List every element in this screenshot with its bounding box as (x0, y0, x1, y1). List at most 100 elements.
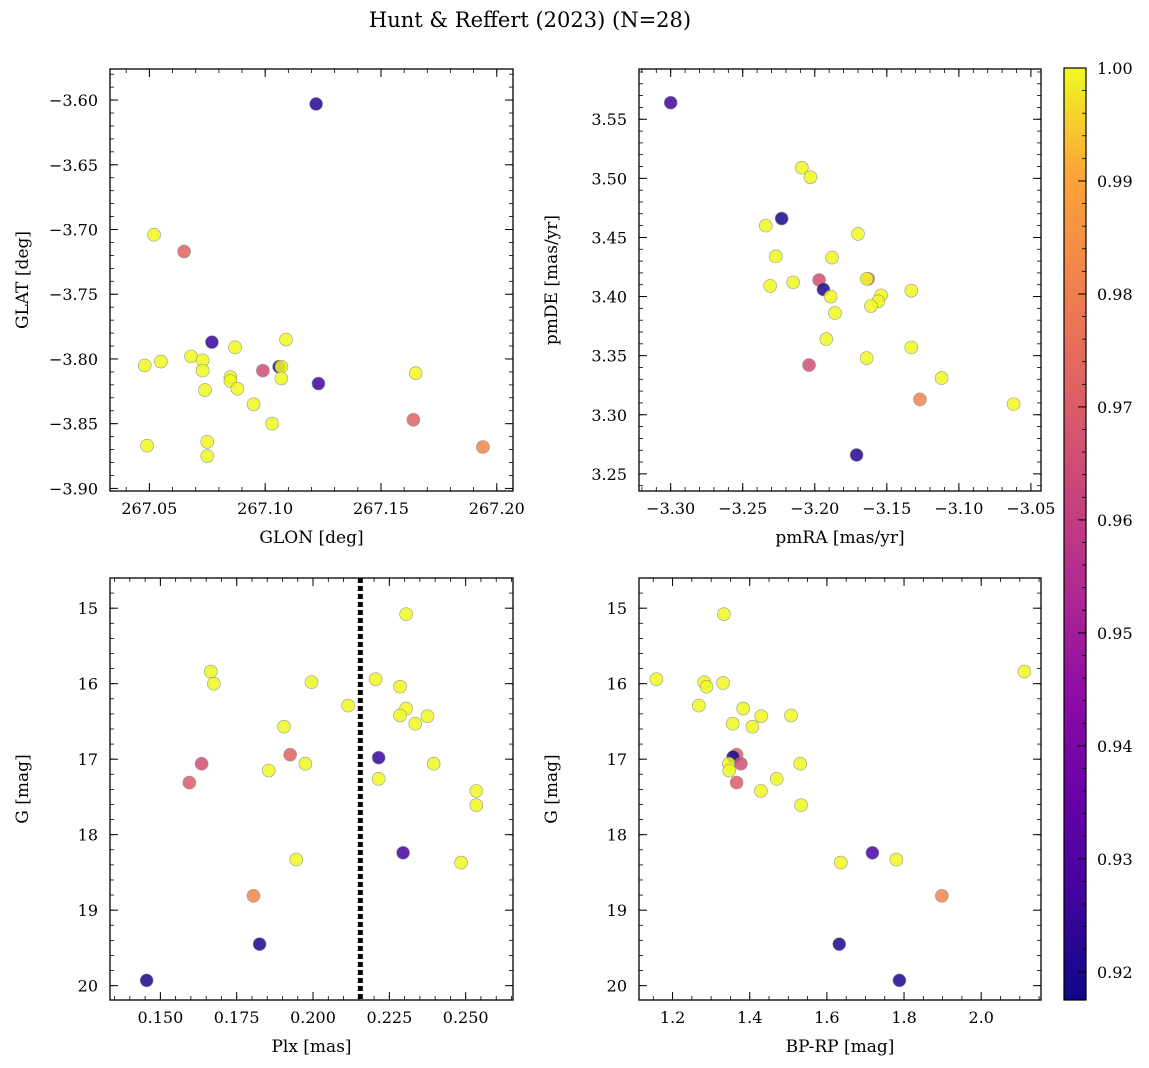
x-tick-label: −3.05 (1006, 499, 1055, 518)
data-point (769, 249, 783, 264)
data-point (734, 756, 748, 771)
data-point (399, 607, 413, 622)
data-point (408, 716, 423, 731)
data-point (182, 775, 197, 790)
data-point (758, 218, 773, 233)
data-point (904, 340, 919, 355)
data-point (725, 716, 740, 731)
data-point (368, 672, 383, 686)
data-point (819, 332, 834, 346)
data-point (205, 335, 219, 349)
data-point (476, 440, 490, 454)
data-point (828, 306, 842, 320)
y-tick-label: −3.60 (49, 91, 98, 110)
colorbar-tick-label: 0.97 (1097, 398, 1133, 417)
y-tick-label: 18 (78, 826, 98, 845)
axes-frame (109, 577, 514, 1001)
y-tick-label: −3.70 (49, 221, 98, 240)
data-point (200, 449, 215, 463)
data-point (904, 283, 919, 298)
panel-pmra-pmde: −3.30 −3.25 −3.20 −3.15 −3.10 −3.05 3.25 3.30 3.… (542, 68, 1055, 548)
data-point (207, 676, 221, 691)
data-point (935, 889, 949, 903)
data-point (913, 392, 927, 407)
data-point (454, 855, 468, 870)
data-point (763, 279, 777, 293)
x-tick-label: −3.25 (718, 499, 767, 518)
data-point (892, 973, 907, 988)
y-tick-label: −3.80 (49, 350, 98, 369)
y-tick-label: −3.85 (49, 415, 98, 434)
data-point (745, 719, 760, 734)
colorbar-tick-label: 1.00 (1097, 59, 1133, 78)
data-point (228, 340, 242, 355)
y-tick-label: 17 (78, 750, 98, 769)
axes-frame (638, 577, 1042, 1001)
data-point (203, 664, 218, 679)
data-point (934, 371, 949, 385)
colorbar-tick-label: 0.99 (1097, 172, 1133, 191)
data-point (865, 845, 880, 860)
data-point (298, 756, 313, 771)
data-point (849, 448, 864, 462)
y-tick-label: 20 (78, 977, 98, 996)
y-tick-label: 18 (607, 826, 627, 845)
colorbar-tick-label: 0.93 (1097, 850, 1133, 869)
x-tick-label: 1.8 (891, 1008, 916, 1027)
data-point (754, 709, 769, 723)
data-point (311, 376, 326, 391)
data-point (309, 97, 323, 111)
panel-bprp-g: 1.2 1.4 1.6 1.8 2.0 15 16 17 18 19 20 BP-RP [mag] G … (542, 577, 1042, 1057)
data-point (716, 676, 730, 690)
x-tick-label: −3.30 (646, 499, 695, 518)
y-axis-label: GLAT [deg] (13, 231, 33, 329)
data-point (859, 272, 874, 286)
data-point (1006, 397, 1021, 411)
data-point (137, 358, 152, 373)
x-tick-label: 0.250 (443, 1008, 489, 1027)
data-point (198, 383, 212, 397)
data-point (426, 756, 441, 771)
x-tick-label: 267.10 (237, 499, 293, 518)
colorbar-tick-label: 0.96 (1097, 511, 1133, 530)
data-point (393, 679, 407, 694)
x-tick-label: 2.0 (968, 1008, 993, 1027)
x-tick-label: 0.175 (214, 1008, 260, 1027)
x-tick-label: 267.20 (469, 499, 525, 518)
data-point (371, 750, 386, 765)
data-point (140, 438, 154, 453)
x-axis-label: pmRA [mas/yr] (775, 528, 904, 548)
data-point (277, 719, 291, 734)
colorbar-gradient (1063, 67, 1087, 1001)
y-tick-label: 3.25 (591, 465, 627, 484)
x-tick-label: 1.4 (737, 1008, 762, 1027)
panels: 267.05 267.10 267.15 267.20 −3.60 −3.65 −3.70 −… (13, 68, 1055, 1057)
data-point (832, 937, 847, 951)
data-point (341, 698, 355, 713)
data-point (147, 227, 161, 242)
x-tick-label: 1.6 (814, 1008, 839, 1027)
y-tick-label: 19 (607, 901, 627, 920)
data-point (803, 170, 818, 184)
data-point (469, 784, 484, 798)
colorbar-tick-label: 0.94 (1097, 737, 1133, 756)
data-point (406, 413, 421, 427)
y-tick-label: 3.30 (591, 406, 627, 425)
data-point (246, 889, 261, 903)
data-point (279, 332, 293, 347)
data-point (256, 363, 270, 378)
y-tick-label: 3.45 (591, 228, 627, 247)
colorbar-tick-label: 0.95 (1097, 624, 1133, 643)
colorbar-tick-label: 0.98 (1097, 285, 1133, 304)
data-point (371, 772, 386, 786)
data-point (1017, 664, 1032, 679)
data-point (393, 708, 407, 723)
colorbar-tick-label: 0.92 (1097, 963, 1133, 982)
y-tick-label: −3.75 (49, 285, 98, 304)
data-point (859, 351, 874, 365)
x-tick-label: 0.225 (366, 1008, 412, 1027)
data-point (649, 672, 664, 686)
data-point (795, 160, 809, 175)
y-tick-label: 19 (78, 901, 98, 920)
data-point (736, 701, 750, 716)
